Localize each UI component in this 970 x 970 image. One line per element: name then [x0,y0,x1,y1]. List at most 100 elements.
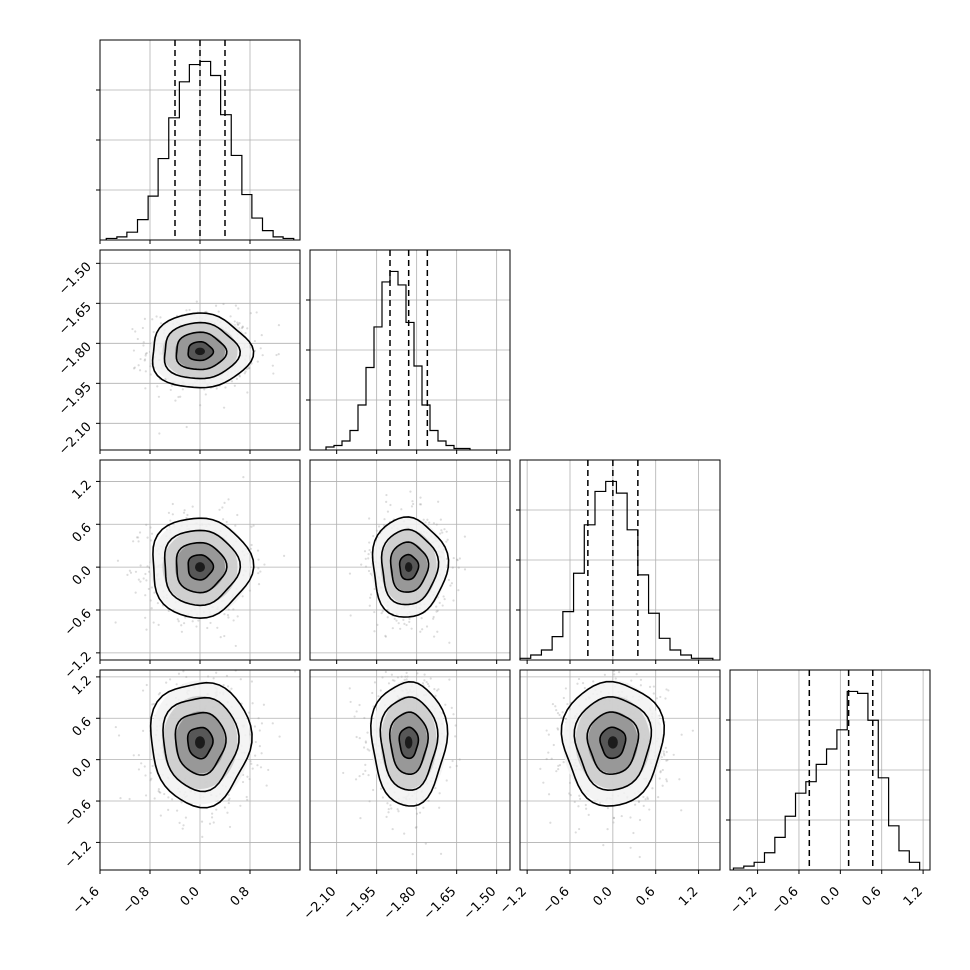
scatter-point [369,596,372,599]
scatter-point [275,353,278,357]
scatter-point [456,558,459,562]
scatter-point [134,591,137,594]
scatter-point [227,798,230,802]
scatter-point [364,769,367,772]
scatter-point [377,695,380,698]
scatter-point [447,578,450,582]
scatter-point [542,781,545,784]
scatter-point [137,364,140,367]
scatter-point [144,594,147,597]
contour-line [398,726,420,760]
scatter-point [666,759,669,762]
scatter-point [238,375,241,378]
scatter-point [349,614,352,617]
scatter-point [204,393,207,396]
scatter-point [143,358,147,361]
panel-frame [519,669,721,871]
scatter-point [577,805,580,808]
scatter-point [246,775,249,778]
panel-frame [519,459,721,661]
scatter-point [188,308,191,312]
scatter-point [574,831,577,834]
scatter-point [436,609,439,612]
scatter-point [145,523,148,526]
scatter-point [423,673,426,676]
scatter-point [432,615,435,619]
scatter-point [223,501,226,505]
scatter-point [552,743,555,747]
scatter-point [256,549,260,552]
scatter-point [435,523,438,526]
scatter-point [250,543,253,547]
scatter-point [265,784,268,787]
scatter-point [171,798,174,801]
contour-line [163,529,242,607]
panel-r3-c2: −1.2 −0.6 0.0 0.6 1.2 [497,669,721,917]
scatter-point [613,673,616,676]
scatter-point [146,536,149,539]
scatter-point [387,811,390,814]
density-fill [607,736,618,749]
scatter-point [583,686,586,690]
scatter-point [184,616,187,619]
scatter-point [230,380,234,383]
scatter-point [191,620,194,623]
scatter-point [364,741,368,744]
scatter-point [424,842,427,845]
x-tick-label: −1.50 [461,884,500,923]
scatter-point [646,796,649,799]
scatter-point [581,681,585,685]
scatter-point [233,384,236,387]
scatter-point [216,626,219,629]
scatter-point [226,811,229,814]
scatter-point [368,749,371,752]
contour-line [369,681,449,807]
scatter-point [144,774,147,777]
scatter-point [421,628,424,631]
scatter-point [157,693,160,696]
scatter-point [242,476,245,479]
scatter-point [576,682,579,685]
density-fill [195,347,205,356]
scatter-point [185,309,188,312]
scatter-point [244,331,247,335]
scatter-point [437,500,440,503]
scatter-point [386,616,389,619]
scatter-point [379,787,383,790]
scatter-point [181,388,184,391]
scatter-point [257,558,260,561]
scatter-point [449,766,452,769]
scatter-point [408,620,411,623]
scatter-point [362,746,366,749]
scatter-point [555,770,558,773]
scatter-point [175,683,178,686]
scatter-point [144,354,147,357]
scatter-point [445,540,448,543]
scatter-point [151,703,154,706]
scatter-point [606,807,610,810]
scatter-point [665,750,668,754]
scatter-point [557,764,560,767]
scatter-point [396,676,400,679]
y-tick-label: −2.10 [56,420,95,459]
scatter-point [200,820,204,823]
scatter-point [569,794,572,797]
scatter-point [562,696,565,700]
scatter-point [257,567,260,570]
contour-line [560,680,666,807]
scatter-point [578,794,581,797]
scatter-point [450,706,453,709]
scatter-point [367,569,371,573]
scatter-point [177,395,180,399]
scatter-point [386,510,390,513]
scatter-point [219,636,222,639]
scatter-point [629,846,632,849]
scatter-point [128,569,131,572]
scatter-point [659,770,662,773]
scatter-point [364,565,368,568]
scatter-point [448,678,451,681]
scatter-point [251,767,254,770]
scatter-point [232,619,235,622]
scatter-point [252,524,255,527]
